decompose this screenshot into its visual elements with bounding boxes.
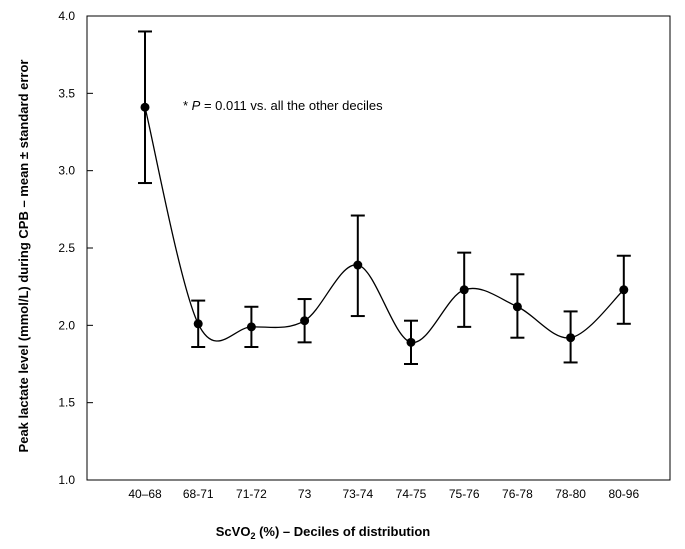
- y-tick-label-5: 3.5: [58, 86, 75, 100]
- data-point: [353, 260, 363, 270]
- y-tick-label-3: 2.5: [58, 241, 75, 255]
- y-tick-label-1: 1.5: [58, 396, 75, 410]
- x-tick-label-3: 73: [298, 487, 312, 501]
- data-point: [300, 316, 310, 326]
- data-point: [566, 333, 576, 343]
- y-tick-label-4: 3.0: [58, 164, 75, 178]
- data-point: [193, 319, 203, 329]
- x-tick-label-4: 73-74: [342, 487, 373, 501]
- y-axis: 1.0 1.5 2.0 2.5 3.0 3.5 4.0: [58, 9, 93, 487]
- x-tick-label-0: 40–68: [128, 487, 162, 501]
- x-tick-label-6: 75-76: [449, 487, 480, 501]
- data-point: [406, 337, 416, 347]
- y-tick-label-6: 4.0: [58, 9, 75, 23]
- data-points: [140, 102, 629, 347]
- series-line: [144, 107, 625, 344]
- y-tick-label-0: 1.0: [58, 473, 75, 487]
- x-tick-label-1: 68-71: [183, 487, 214, 501]
- data-point: [140, 102, 150, 112]
- data-point: [246, 322, 256, 332]
- x-tick-label-5: 74-75: [396, 487, 427, 501]
- error-bars: [138, 30, 631, 365]
- x-tick-label-8: 78-80: [555, 487, 586, 501]
- x-tick-label-9: 80-96: [608, 487, 639, 501]
- data-point: [619, 285, 629, 295]
- x-axis: 40–68 68-71 71-72 73 73-74 74-75 75-76 76-78 78-…: [128, 487, 639, 501]
- x-tick-label-2: 71-72: [236, 487, 267, 501]
- x-tick-label-7: 76-78: [502, 487, 533, 501]
- y-tick-label-2: 2.0: [58, 318, 75, 332]
- plot-area-frame: [86, 15, 671, 481]
- y-axis-title: Peak lactate level (mmol/L) during CPB –…: [16, 60, 31, 453]
- data-point: [459, 285, 469, 295]
- x-axis-title: ScVO2 (%) – Deciles of distribution: [216, 524, 431, 541]
- data-point: [512, 302, 522, 312]
- annotation: * P = 0.011 vs. all the other deciles: [183, 98, 383, 113]
